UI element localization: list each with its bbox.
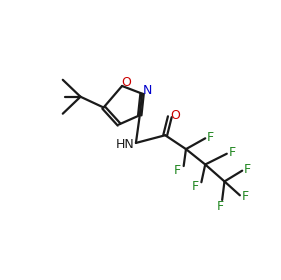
Text: F: F: [242, 190, 249, 203]
Text: F: F: [192, 180, 199, 193]
Text: N: N: [143, 84, 152, 97]
Text: F: F: [244, 164, 251, 176]
Text: F: F: [217, 200, 224, 213]
Text: O: O: [170, 109, 180, 122]
Text: F: F: [207, 131, 214, 144]
Text: HN: HN: [116, 138, 135, 151]
Text: F: F: [229, 146, 236, 159]
Text: O: O: [122, 76, 132, 89]
Text: F: F: [174, 164, 181, 177]
